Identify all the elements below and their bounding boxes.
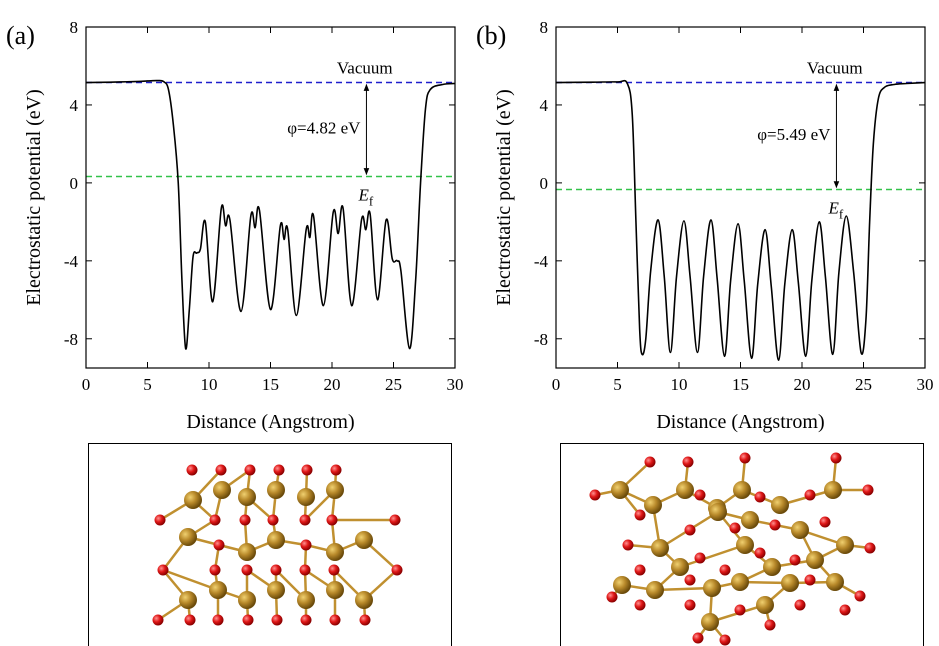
x-tick-label: 15 [262, 375, 279, 394]
x-tick-label: 25 [385, 375, 402, 394]
fermi-symbol: E [827, 199, 839, 218]
plot-area [86, 79, 455, 350]
work-function-label: φ=4.82 eV [287, 118, 361, 137]
x-tick-label: 30 [447, 375, 464, 394]
y-tick-label: 4 [540, 96, 549, 115]
y-axis-title: Electrostatic potential (eV) [493, 89, 515, 306]
x-tick-label: 10 [201, 375, 218, 394]
vacuum-label: Vacuum [807, 59, 863, 78]
y-tick-label: -8 [64, 330, 78, 349]
x-axis-title: Distance (Angstrom) [656, 411, 824, 433]
vacuum-label: Vacuum [337, 59, 393, 78]
potential-line [86, 79, 455, 350]
x-tick-label: 5 [613, 375, 622, 394]
x-tick-label: 10 [671, 375, 688, 394]
panel: (b) Electrostatic potential (eV) Distance … [476, 18, 934, 433]
y-tick-label: -4 [534, 252, 549, 271]
x-tick-label: 15 [732, 375, 749, 394]
y-axis-title: Electrostatic potential (eV) [23, 89, 45, 306]
structure-a [88, 443, 452, 646]
axes-frame [85, 26, 456, 369]
work-function-label: φ=5.49 eV [757, 125, 831, 144]
fermi-label: Ef [357, 185, 373, 208]
potential-line [556, 79, 925, 362]
fermi-symbol: E [357, 185, 369, 204]
plot-area [556, 79, 925, 362]
fermi-subscript: f [369, 193, 374, 208]
y-tick-label: 0 [70, 174, 79, 193]
y-tick-label: 8 [540, 18, 549, 37]
x-axis-title: Distance (Angstrom) [186, 411, 354, 433]
y-tick-label: 8 [70, 18, 79, 37]
y-tick-label: -4 [64, 252, 79, 271]
axes-frame [555, 26, 926, 369]
x-tick-label: 0 [552, 375, 561, 394]
x-tick-label: 0 [82, 375, 91, 394]
structure-b [560, 443, 924, 646]
x-tick-label: 20 [794, 375, 811, 394]
y-tick-label: -8 [534, 330, 548, 349]
y-tick-label: 4 [70, 96, 79, 115]
x-tick-label: 25 [855, 375, 872, 394]
x-tick-label: 20 [324, 375, 341, 394]
fermi-label: Ef [827, 199, 843, 222]
reference-lines [556, 81, 925, 191]
x-tick-label: 30 [917, 375, 934, 394]
fermi-subscript: f [839, 207, 844, 222]
reference-lines [86, 81, 455, 178]
panel: (a) Electrostatic potential (eV) Distance … [6, 18, 464, 433]
y-tick-label: 0 [540, 174, 549, 193]
panel-label: (b) [476, 21, 506, 50]
x-tick-label: 5 [143, 375, 152, 394]
panel-label: (a) [6, 21, 35, 50]
